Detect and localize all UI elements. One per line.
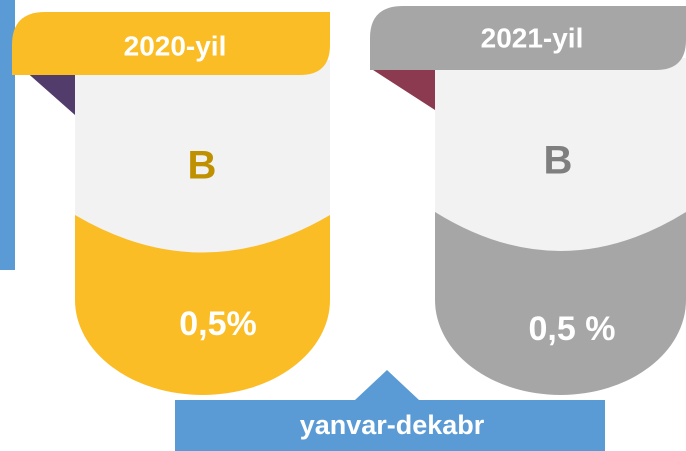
card-body [435, 58, 686, 251]
card-tab [12, 12, 330, 75]
footer-label: yanvar-dekabr [300, 410, 485, 440]
footer: yanvar-dekabr [175, 370, 605, 451]
card-body [75, 60, 330, 253]
card-2020: 2020-yil B 0,5% [12, 12, 330, 396]
side-bar [0, 0, 15, 270]
card-2021: 2021-yil B 0,5 % [370, 6, 686, 396]
letter: B [544, 139, 573, 183]
fold [370, 68, 435, 110]
value: 0,5 % [529, 310, 616, 348]
pointer [355, 370, 419, 400]
year: 2020-yil [124, 30, 227, 61]
card-bottom [75, 200, 330, 396]
value: 0,5% [179, 305, 257, 343]
card-tab [370, 6, 686, 70]
year: 2021-yil [481, 22, 584, 53]
fold [15, 62, 75, 115]
card-bottom [435, 200, 686, 396]
banner [175, 400, 605, 451]
letter: B [188, 144, 217, 188]
